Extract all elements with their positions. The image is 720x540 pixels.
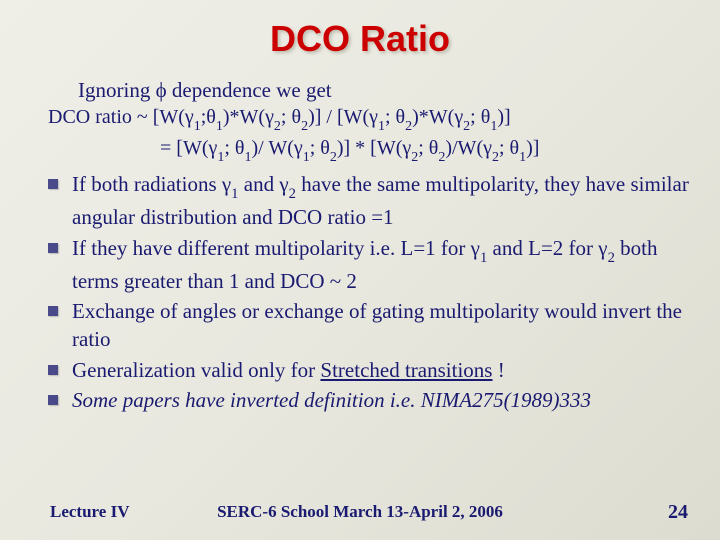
formula1-prefix: DCO ratio ~ [W(γ (48, 106, 194, 128)
bullet-square-icon (48, 365, 58, 375)
bullet-text-2: If they have different multipolarity i.e… (72, 234, 690, 295)
slide-title: DCO Ratio (30, 18, 690, 60)
slide-container: DCO Ratio Ignoring ϕ dependence we get D… (0, 0, 720, 540)
footer-page-number: 24 (668, 501, 688, 524)
formula2-rest: ; θ1)/ W(γ1; θ2)] * [W(γ2; θ2)/W(γ2; θ1)… (224, 137, 539, 159)
intro-line: Ignoring ϕ dependence we get (30, 76, 690, 104)
slide-footer: Lecture IV SERC-6 School March 13-April … (0, 502, 720, 522)
bullet-text-5: Some papers have inverted definition i.e… (72, 386, 690, 414)
bullet-square-icon (48, 306, 58, 316)
bullet-square-icon (48, 243, 58, 253)
formula1-rest: ;θ1)*W(γ2; θ2)] / [W(γ1; θ2)*W(γ2; θ1)] (201, 106, 511, 128)
sub-1: 1 (194, 119, 201, 134)
footer-left: Lecture IV (50, 502, 129, 522)
formula-line-1: DCO ratio ~ [W(γ1;θ1)*W(γ2; θ2)] / [W(γ1… (30, 104, 690, 135)
formula2-prefix: = [W(γ (160, 137, 217, 159)
sub-1b: 1 (217, 150, 224, 165)
bullet-item-5: Some papers have inverted definition i.e… (30, 386, 690, 414)
slide-body: Ignoring ϕ dependence we get DCO ratio ~… (30, 76, 690, 414)
stretched-link: Stretched transitions (320, 358, 492, 382)
bullet-text-4: Generalization valid only for Stretched … (72, 356, 690, 384)
bullet-square-icon (48, 179, 58, 189)
bullet-item-4: Generalization valid only for Stretched … (30, 356, 690, 384)
formula-line-2: = [W(γ1; θ1)/ W(γ1; θ2)] * [W(γ2; θ2)/W(… (30, 135, 690, 166)
bullet-item-1: If both radiations γ1 and γ2 have the sa… (30, 170, 690, 231)
bullet-square-icon (48, 395, 58, 405)
bullet-item-3: Exchange of angles or exchange of gating… (30, 297, 690, 354)
bullet-item-2: If they have different multipolarity i.e… (30, 234, 690, 295)
bullet-text-3: Exchange of angles or exchange of gating… (72, 297, 690, 354)
bullet-text-1: If both radiations γ1 and γ2 have the sa… (72, 170, 690, 231)
